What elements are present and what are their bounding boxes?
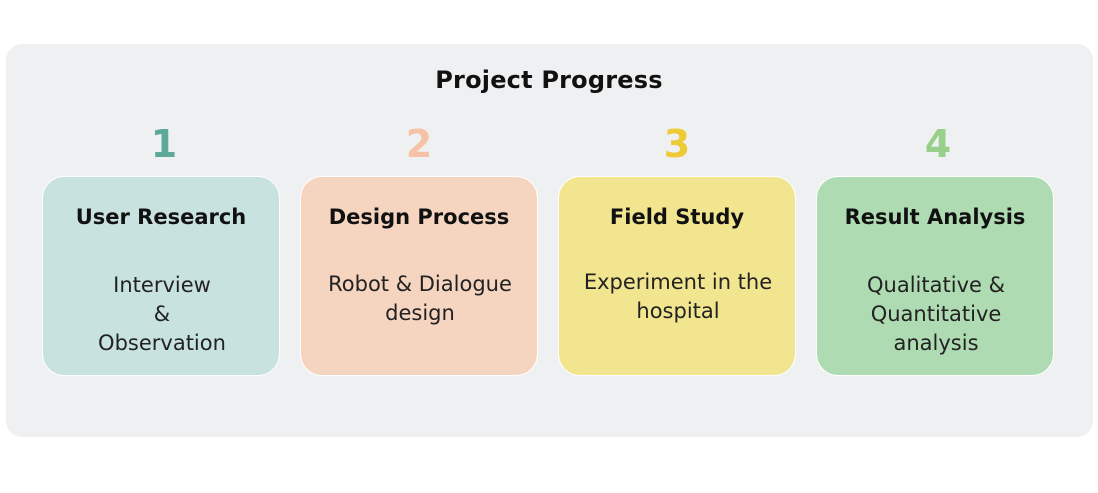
- step-4-card: Result Analysis Qualitative & Quantitati…: [816, 176, 1054, 376]
- step-1-description: Interview & Observation: [98, 273, 226, 355]
- step-4-description: Qualitative & Quantitative analysis: [867, 273, 1005, 355]
- step-2-number: 2: [405, 122, 433, 166]
- step-3-description: Experiment in the hospital: [583, 270, 773, 323]
- step-3-title: Field Study: [609, 205, 745, 229]
- step-3-card: Field Study Experiment in the hospital: [558, 176, 796, 376]
- diagram-title: Project Progress: [435, 66, 663, 94]
- step-1-card: User Research Interview & Observation: [42, 176, 280, 376]
- step-1-title: User Research: [75, 205, 247, 229]
- step-3-number: 3: [663, 122, 691, 166]
- step-2-title: Design Process: [328, 205, 510, 229]
- step-4-number: 4: [924, 122, 952, 166]
- step-2-description: Robot & Dialogue design: [328, 272, 512, 325]
- step-4-title: Result Analysis: [844, 205, 1026, 229]
- step-2-card: Design Process Robot & Dialogue design: [300, 176, 538, 376]
- step-1-number: 1: [150, 122, 178, 166]
